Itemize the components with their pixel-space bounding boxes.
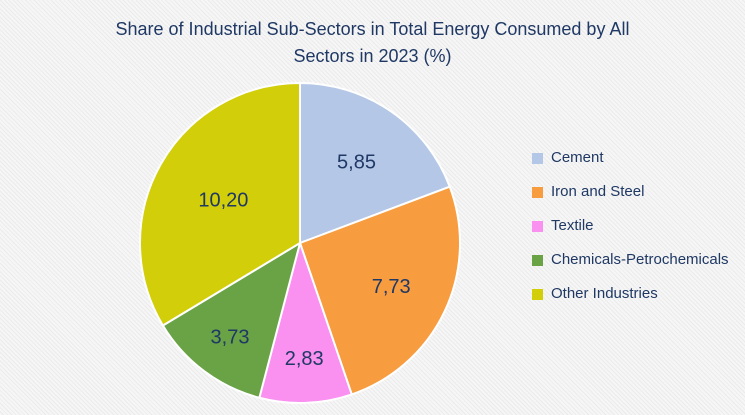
pie-chart: 5,85 7,73 2,83 3,73 10,20 [139,82,461,404]
legend-swatch-icon [532,254,543,266]
pie-slice-value-label: 7,73 [372,276,411,298]
legend-swatch-icon [532,220,543,232]
legend-swatch-icon [532,152,543,164]
legend-item-other-industries: Other Industries [532,284,729,304]
legend-item-chemicals-petrochemicals: Chemicals-Petrochemicals [532,250,729,270]
legend-swatch-icon [532,288,543,300]
pie-slice-cement [299,82,451,244]
legend-item-textile: Textile [532,216,729,236]
legend-label: Other Industries [551,285,658,302]
pie-slice-iron-and-steel [299,185,461,396]
chart-title: Share of Industrial Sub-Sectors in Total… [0,16,745,70]
legend-item-iron-and-steel: Iron and Steel [532,182,729,202]
legend-label: Chemicals-Petrochemicals [551,251,729,268]
legend-label: Textile [551,217,594,234]
pie-slice-value-label: 10,20 [198,190,248,212]
legend-item-cement: Cement [532,148,729,168]
legend: Cement Iron and Steel Textile Chemicals-Pet… [532,148,729,318]
legend-swatch-icon [532,186,543,198]
chart-title-line-1: Share of Industrial Sub-Sectors in Total… [115,19,630,39]
legend-label: Cement [551,149,604,166]
pie-slice-other-industries [139,82,301,327]
pie-slice-value-label: 2,83 [285,348,324,370]
chart-title-line-2: Sectors in 2023 (%) [293,46,452,66]
pie-slice-value-label: 5,85 [337,151,376,173]
pie-slice-textile [258,242,353,404]
pie-slice-value-label: 3,73 [211,327,250,349]
legend-label: Iron and Steel [551,183,645,200]
pie-slice-chemicals-petrochemicals [161,242,301,399]
